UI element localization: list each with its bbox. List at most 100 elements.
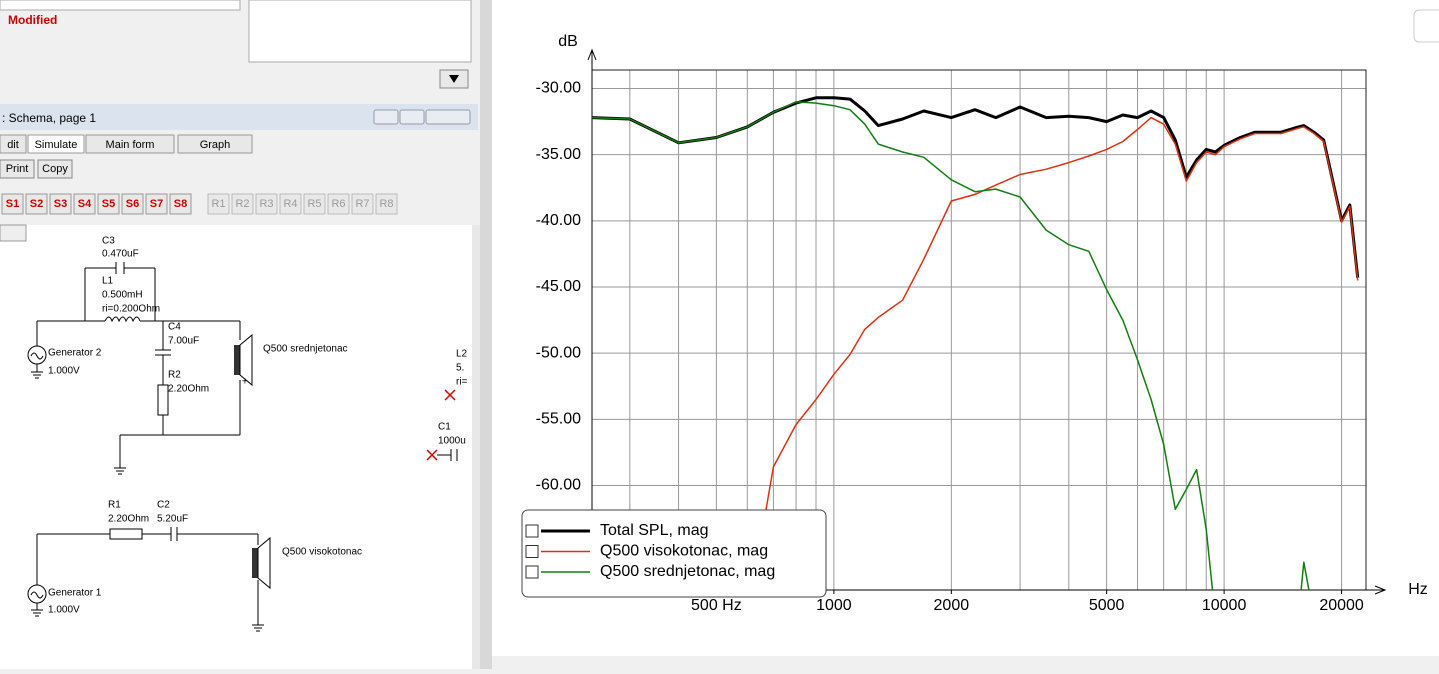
- r-button[interactable]: [327, 193, 350, 215]
- text-box: [0, 0, 241, 11]
- s-button[interactable]: [1, 193, 24, 215]
- legend-label: Q500 srednjetonac, mag: [600, 563, 775, 580]
- y-tick-label: -50.00: [536, 344, 581, 361]
- speaker-mid-symbol: [234, 345, 240, 375]
- r-button[interactable]: [231, 193, 254, 215]
- s-button[interactable]: [49, 193, 72, 215]
- s-button-label: S5: [102, 198, 115, 210]
- list-box: [248, 0, 472, 63]
- r-button-label: R2: [235, 198, 249, 210]
- tab-label: Simulate: [35, 139, 78, 151]
- x-tick-label: 1000: [816, 597, 852, 614]
- minimize[interactable]: [373, 109, 399, 125]
- r-button-label: R5: [307, 198, 321, 210]
- generator1-wave: [30, 591, 44, 599]
- r-button[interactable]: [351, 193, 374, 215]
- label: ri=0.200Ohm: [102, 304, 160, 315]
- x-tick-label: 5000: [1089, 597, 1125, 614]
- dropdown-arrow: [449, 75, 459, 83]
- legend-checkbox[interactable]: [525, 524, 539, 538]
- s-button[interactable]: [25, 193, 48, 215]
- label: R2: [168, 370, 181, 381]
- wires-2: [31, 533, 264, 632]
- r-button-label: R4: [283, 198, 297, 210]
- y-axis: [587, 48, 597, 590]
- label: 0.470uF: [102, 249, 139, 260]
- graph: dB Hz -30.00 -35.00 -40.00 -45.00 -50.00 -55.…: [521, 33, 1428, 614]
- generator1-symbol: [27, 584, 47, 604]
- c3-symbol: [115, 262, 125, 274]
- r-button[interactable]: [303, 193, 326, 215]
- s-button[interactable]: [169, 193, 192, 215]
- scrollbar[interactable]: [472, 225, 480, 669]
- tab[interactable]: [0, 134, 27, 154]
- close[interactable]: [425, 109, 471, 125]
- label: R1: [108, 500, 121, 511]
- legend-checkbox[interactable]: [525, 565, 539, 579]
- x-axis-label: Hz: [1408, 581, 1428, 598]
- label: 1.000V: [48, 605, 80, 616]
- s-button-label: S3: [54, 198, 67, 210]
- y-axis-label: dB: [558, 33, 578, 50]
- s-button-label: S8: [174, 198, 187, 210]
- r1-symbol: [109, 528, 143, 540]
- tab-label: dit: [7, 139, 19, 151]
- r-button-label: R3: [259, 198, 273, 210]
- s-button-label: S1: [6, 198, 19, 210]
- legend: [521, 509, 827, 598]
- s-button[interactable]: [145, 193, 168, 215]
- combo[interactable]: [0, 224, 27, 242]
- y-tick-label: -30.00: [536, 80, 581, 97]
- plus: +: [242, 377, 248, 388]
- button[interactable]: [37, 159, 73, 179]
- schematic-area: [0, 225, 472, 669]
- s-button[interactable]: [97, 193, 120, 215]
- s-button[interactable]: [121, 193, 144, 215]
- label: C3: [102, 236, 115, 247]
- label: 1000u: [438, 436, 466, 447]
- legend-label: Q500 visokotonac, mag: [600, 543, 768, 560]
- panel-button[interactable]: [1413, 9, 1439, 43]
- r-button[interactable]: [207, 193, 230, 215]
- r-button[interactable]: [279, 193, 302, 215]
- legend-checkbox[interactable]: [525, 545, 539, 558]
- speaker-tweeter-cone: [257, 536, 271, 590]
- s-button-label: S6: [126, 198, 139, 210]
- s-button-label: S2: [30, 198, 43, 210]
- generator2-symbol: [27, 345, 47, 365]
- s-button-label: S7: [150, 198, 163, 210]
- r-button[interactable]: [375, 193, 398, 215]
- r-button-label: R7: [355, 198, 369, 210]
- button[interactable]: [0, 159, 35, 179]
- tab-label: Graph: [200, 139, 231, 151]
- y-tick-label: -60.00: [536, 477, 581, 494]
- grounds: [30, 352, 126, 475]
- speaker-mid-cone: [239, 333, 253, 387]
- s-button[interactable]: [73, 193, 96, 215]
- label: L1: [102, 276, 114, 287]
- c2-symbol: [170, 527, 178, 541]
- s-button-label: S4: [78, 198, 92, 210]
- c1-symbol: [437, 449, 458, 461]
- splitter[interactable]: [480, 0, 492, 669]
- x-tick-label: 500 Hz: [691, 597, 742, 614]
- r-button[interactable]: [255, 193, 278, 215]
- r-button-label: R6: [331, 198, 345, 210]
- button-label: Print: [6, 163, 29, 175]
- tab[interactable]: [27, 134, 85, 154]
- label: Q500 srednjetonac: [263, 344, 348, 355]
- tab[interactable]: [177, 134, 253, 154]
- x-tick-label: 2000: [934, 597, 970, 614]
- tab[interactable]: [85, 134, 175, 154]
- r-button-label: R8: [379, 198, 393, 210]
- label: 7.00uF: [168, 336, 199, 347]
- label: 1.000V: [48, 366, 80, 377]
- label: 0.500mH: [102, 290, 143, 301]
- label: Generator 1: [48, 588, 102, 599]
- label: 2.20Ohm: [168, 384, 209, 395]
- error-marks: [426, 389, 456, 461]
- l1-symbol: [104, 316, 141, 323]
- maximize[interactable]: [399, 109, 425, 125]
